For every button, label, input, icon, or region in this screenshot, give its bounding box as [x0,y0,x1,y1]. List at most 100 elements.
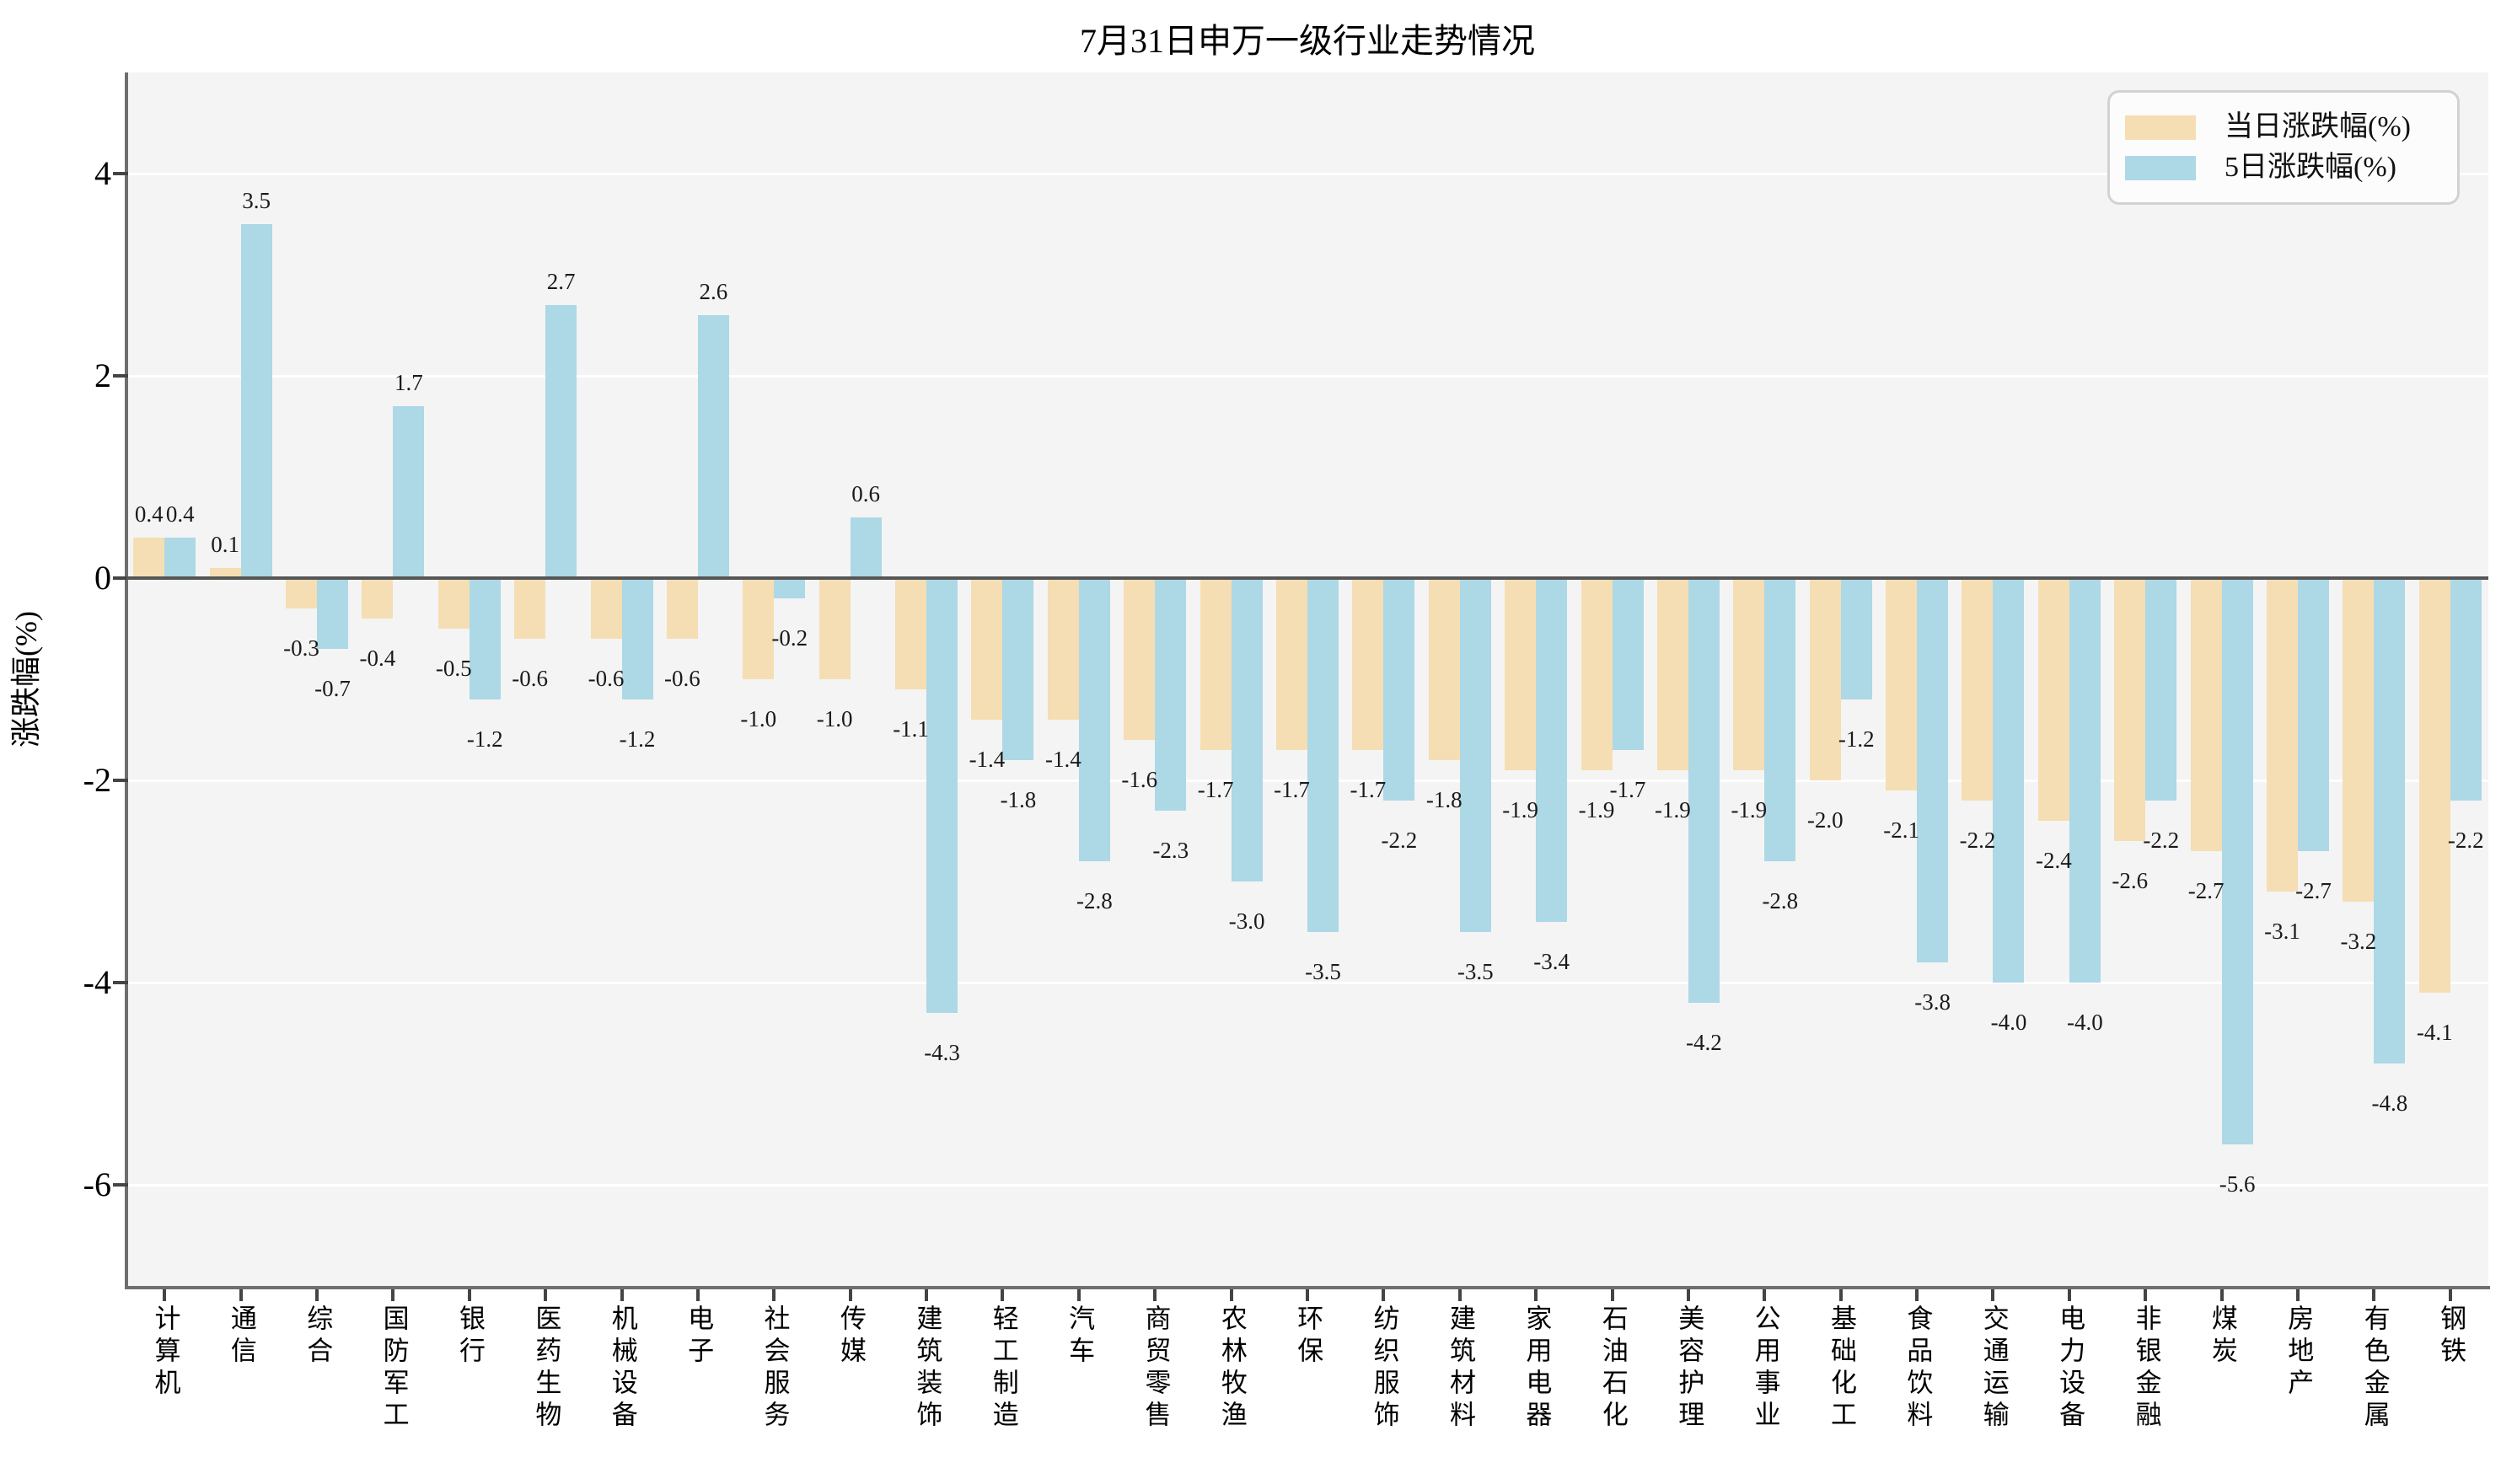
bar-value-label: -1.7 [1609,777,1646,802]
x-category-label: 煤炭 [2207,1305,2237,1369]
x-tick-mark [163,1289,167,1301]
bar-value-label: -3.5 [1305,959,1341,984]
bar-five-day [1612,578,1644,750]
bar-daily [895,578,927,689]
bar-five-day [2450,578,2482,801]
bar-value-label: -1.8 [1000,787,1037,812]
x-category-label: 计算机 [150,1305,180,1401]
x-tick-mark [695,1289,700,1301]
bar-daily [2190,578,2222,851]
bar-five-day [545,305,577,578]
bar-value-label: -0.6 [588,666,625,691]
bar-daily [1962,578,1994,801]
bar-daily [1352,578,1384,750]
bar-value-label: -1.1 [893,716,929,742]
bar-value-label: -4.3 [924,1040,960,1065]
bar-value-label: -2.2 [2447,828,2484,853]
bar-five-day [1917,578,1949,962]
x-tick-mark [2296,1289,2300,1301]
bar-value-label: -0.7 [314,676,351,701]
x-category-label: 电子 [684,1305,714,1369]
bar-value-label: -1.7 [1350,777,1387,802]
x-category-label: 建筑材料 [1446,1305,1476,1433]
bar-value-label: -1.2 [466,726,503,752]
bar-value-label: -2.0 [1806,807,1844,833]
bar-five-day [1002,578,1034,760]
bar-five-day [2221,578,2253,1144]
bar-daily [514,578,546,639]
x-tick-mark [1306,1289,1309,1301]
y-tick-mark [113,374,128,378]
bar-value-label: -1.0 [740,706,777,731]
bar-daily [971,578,1003,720]
bar-daily [285,578,317,608]
y-tick-label: 4 [94,154,111,192]
x-category-label: 家用电器 [1522,1305,1552,1433]
plot-area: 0.4 0.4 0.1 3.5 -0.3 -0.7 -0.4 1.7 -0.5 -1.2 -0.6 2… [126,72,2488,1286]
y-tick-mark [113,779,128,782]
x-tick-mark [620,1289,624,1301]
bar-value-label: -1.7 [1274,777,1310,802]
y-tick-label: -6 [83,1165,111,1203]
bar-daily [1656,578,1688,770]
bar-value-label: -3.1 [2264,919,2300,944]
x-category-label: 有色金属 [2359,1305,2390,1433]
legend-swatch-five-day [2125,155,2196,180]
bar-value-label: 2.7 [546,269,576,294]
bar-value-label: 0.1 [211,532,239,557]
bar-value-label: -4.1 [2416,1020,2453,1045]
x-tick-mark [2067,1289,2071,1301]
y-tick-mark [113,1183,128,1187]
x-category-label: 社会服务 [759,1305,790,1433]
bar-daily [1200,578,1232,750]
x-tick-mark [1229,1289,1233,1301]
x-category-label: 汽车 [1065,1305,1095,1369]
bar-value-label: -0.5 [435,656,472,681]
bar-value-label: -3.8 [1914,989,1951,1015]
bar-five-day [393,406,425,578]
bar-five-day [2145,578,2177,801]
bar-value-label: -2.2 [1381,828,1418,853]
bar-value-label: -3.0 [1228,908,1265,934]
x-category-label: 基础化工 [1826,1305,1856,1433]
bar-value-label: -2.7 [2295,878,2332,903]
x-category-label: 石油石化 [1597,1305,1628,1433]
x-category-label: 商贸零售 [1140,1305,1171,1433]
bar-daily [1581,578,1613,770]
bar-five-day [1155,578,1187,811]
bar-value-label: -1.8 [1425,787,1462,812]
x-category-label: 农林牧渔 [1216,1305,1247,1433]
x-category-label: 机械设备 [607,1305,637,1433]
x-category-label: 公用事业 [1750,1305,1780,1433]
bar-daily [1733,578,1765,770]
x-tick-mark [925,1289,929,1301]
x-tick-mark [1382,1289,1386,1301]
bar-five-day [240,224,272,578]
gridline [126,1184,2488,1187]
legend-item-daily: 当日涨跌幅(%) [2125,113,2442,142]
y-tick-mark [113,576,128,580]
bar-value-label: -3.4 [1533,949,1570,974]
bar-value-label: 0.4 [134,501,164,527]
bar-daily [362,578,394,619]
bar-value-label: 2.6 [699,279,728,304]
bar-value-label: 0.6 [851,481,881,506]
bar-five-day [926,578,958,1013]
x-tick-mark [1076,1289,1081,1301]
x-category-label: 综合 [303,1305,333,1369]
x-category-label: 交通运输 [1978,1305,2009,1433]
gridline [126,173,2488,175]
x-category-label: 食品饮料 [1903,1305,1933,1433]
bar-value-label: -1.2 [619,726,656,752]
y-tick-label: -4 [83,963,111,1001]
bar-daily [666,578,698,639]
bar-daily [2114,578,2146,841]
bar-daily [1276,578,1307,750]
bar-value-label: -2.1 [1883,817,1919,843]
zero-line [126,576,2488,580]
x-tick-mark [239,1289,243,1301]
bar-value-label: -0.6 [512,666,548,691]
x-tick-mark [1991,1289,1995,1301]
bar-value-label: -2.2 [1959,828,1996,853]
